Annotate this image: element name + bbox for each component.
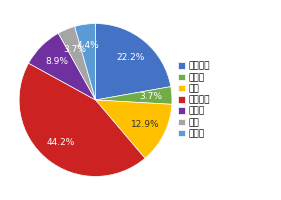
- Wedge shape: [96, 24, 171, 100]
- Text: 4.4%: 4.4%: [77, 41, 99, 50]
- Wedge shape: [19, 63, 145, 176]
- Wedge shape: [58, 26, 96, 100]
- Legend: 軽自動車, 乗用車, バン, トラック, 廃弃車, バス, その他: 軽自動車, 乗用車, バン, トラック, 廃弃車, バス, その他: [176, 60, 212, 140]
- Wedge shape: [96, 87, 172, 104]
- Text: 3.7%: 3.7%: [63, 45, 86, 54]
- Text: 22.2%: 22.2%: [117, 53, 145, 62]
- Text: 8.9%: 8.9%: [45, 57, 68, 66]
- Text: 44.2%: 44.2%: [47, 138, 75, 147]
- Wedge shape: [96, 100, 172, 158]
- Text: 3.7%: 3.7%: [139, 92, 162, 101]
- Text: 12.9%: 12.9%: [130, 120, 159, 129]
- Wedge shape: [29, 33, 96, 100]
- Wedge shape: [75, 24, 96, 100]
